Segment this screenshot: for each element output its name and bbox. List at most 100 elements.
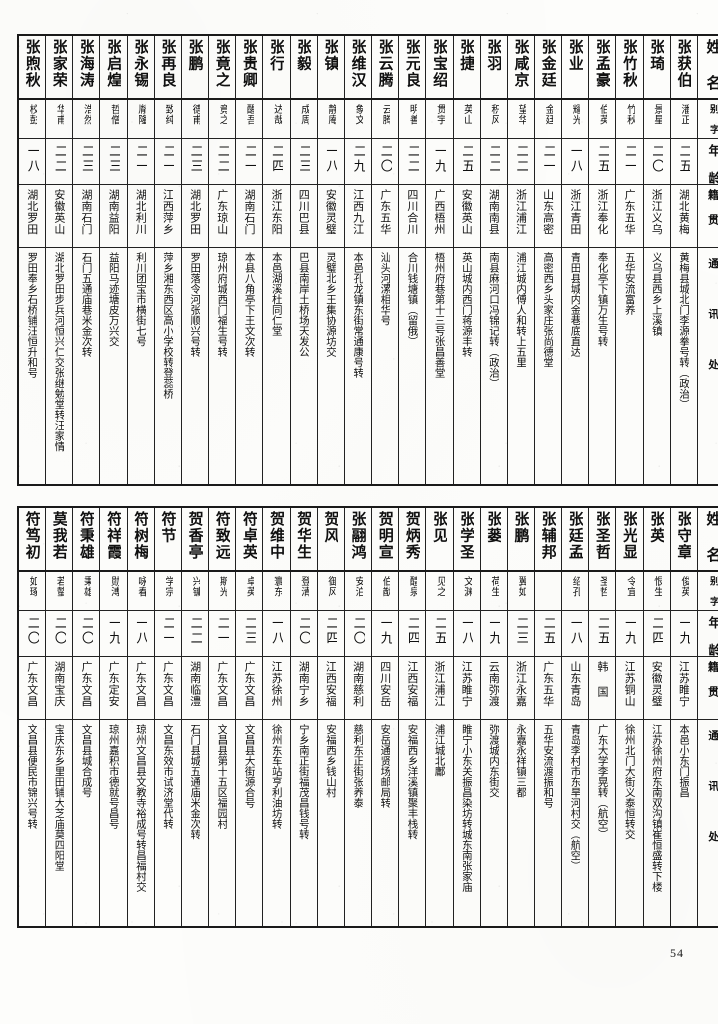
alias-text: 明善 <box>407 104 418 125</box>
origin-text: 广东五华 <box>379 189 391 236</box>
header-cell-address: 通 讯 处 <box>696 719 718 928</box>
cell-name: 张煦秋 <box>17 34 47 100</box>
address-text: 本邑孔龙镇东街常通康号转 <box>352 252 364 379</box>
cell-age: 二三 <box>506 609 535 658</box>
cell-age: 二四 <box>398 609 427 658</box>
origin-text: 安徽英山 <box>460 189 473 236</box>
cell-name: 张鹏 <box>506 506 535 572</box>
cell-name: 张行 <box>262 34 291 100</box>
cell-origin: 广东文昌 <box>208 656 237 721</box>
cell-address: 徐州东车站亨利油坊转 <box>262 719 291 928</box>
age-text: 二一 <box>134 144 148 174</box>
cell-alias: 静庵 <box>316 98 345 139</box>
row-name: 符笃初 莫我若 符秉雄 符祥霞 符树梅 符节 贺香亭 符致远 符卓英 贺维中 贺华生 贺风 张翮鸿 贺明宣… <box>17 506 718 572</box>
age-text: 二〇 <box>25 616 39 646</box>
cell-name: 张获伯 <box>669 34 698 100</box>
age-text: 二二 <box>405 144 419 174</box>
cell-name: 张毅 <box>289 34 318 100</box>
cell-name: 贺炳秀 <box>398 506 427 572</box>
cell-age: 一八 <box>561 609 590 658</box>
address-text: 文昌县大街源合号 <box>244 724 255 809</box>
name-text: 张光显 <box>621 511 638 561</box>
cell-origin: 广东五华 <box>371 184 400 249</box>
origin-text: 湖北罗田 <box>189 189 201 236</box>
name-text: 张竹秋 <box>621 39 638 89</box>
address-text: 利川团宝市横街七号 <box>135 252 146 347</box>
origin-text: 江苏睢宁 <box>678 661 690 708</box>
name-text: 张捷 <box>458 39 475 72</box>
name-text: 张镇 <box>323 39 339 72</box>
origin-text: 广东文昌 <box>80 661 92 708</box>
cell-name: 张金廷 <box>533 34 563 100</box>
name-text: 张守章 <box>676 511 692 561</box>
name-text: 张羽 <box>486 39 502 72</box>
cell-address: 湖北罗田步兵河恒兴仁交张继勉堂转汪家情 <box>45 247 74 486</box>
alias-text: 伯英 <box>597 104 608 125</box>
address-text: 灵璧北乡王集协源坊交 <box>325 252 337 358</box>
cell-address: 五华安流富养 <box>615 247 644 486</box>
alias-text: 勋溥 <box>108 576 119 597</box>
address-text: 浦江城内傅人和转上五里 <box>515 252 527 368</box>
cell-origin: 江苏铜山 <box>615 656 644 721</box>
cell-name: 张蒌 <box>479 506 508 572</box>
alias-text: 斯光 <box>217 576 228 597</box>
cell-address: 罗田落令河张顺兴号转 <box>180 247 210 486</box>
cell-origin: 湖南石门 <box>72 184 101 249</box>
age-text: 二五 <box>541 616 555 646</box>
age-text: 二一 <box>161 144 175 174</box>
origin-text: 湖北利川 <box>135 189 147 236</box>
address-text: 罗田奉乡石桥铺汪恒升和号 <box>26 252 38 379</box>
cell-age: 二〇 <box>642 137 671 186</box>
cell-origin: 广东文昌 <box>153 656 182 721</box>
cell-alias: 学宗 <box>153 570 182 611</box>
origin-text: 广东文昌 <box>162 661 174 708</box>
name-text: 张学圣 <box>458 511 475 561</box>
cell-age: 一八 <box>262 609 291 658</box>
name-text: 贺明宣 <box>377 511 393 561</box>
name-text: 张竟之 <box>214 39 230 89</box>
origin-text: 四川安岳 <box>379 661 391 708</box>
cell-origin: 湖南临澧 <box>180 656 210 721</box>
cell-address: 高密西乡头家庄张尚德堂 <box>533 247 563 486</box>
alias-text: 翼如 <box>515 576 526 597</box>
cell-age: 一八 <box>561 137 590 186</box>
cell-address: 广东大学李晃转（航空） <box>588 719 617 928</box>
cell-age: 一九 <box>425 137 454 186</box>
cell-age: 二五 <box>425 609 454 658</box>
cell-age: 二五 <box>533 609 563 658</box>
cell-alias: 文渊 <box>452 570 481 611</box>
cell-age: 二五 <box>669 137 698 186</box>
cell-address: 益阳马迹塘皮万兴交 <box>99 247 128 486</box>
name-text: 张维汉 <box>350 39 366 89</box>
alias-text: 卓英 <box>244 576 255 597</box>
header-label-name: 姓 名 <box>705 39 718 92</box>
cell-origin: 广东五华 <box>533 656 563 721</box>
cell-alias: 金廷 <box>533 98 563 139</box>
header-cell-origin: 籍 贯 <box>696 656 718 721</box>
address-text: 琼州府城西门福生号转 <box>216 252 228 358</box>
age-text: 二九 <box>351 144 365 174</box>
address-text: 本邑湖溪杜同仁堂 <box>271 252 282 337</box>
header-label-alias: 别 字 <box>708 576 718 607</box>
cell-origin: 湖北利川 <box>126 184 155 249</box>
alias-text: 浩然 <box>81 104 92 125</box>
origin-text: 广东文昌 <box>135 661 147 708</box>
name-text: 张鹏 <box>187 39 203 72</box>
age-text: 二四 <box>650 616 664 646</box>
row-alias: 如琢 若螫 秉雄 勋溥 咏春 学宗 兴镛 斯光 卓英 寰东 登清 御风 安泊 伯猷 醴泉 见之 文渊 荷生 翼如 绍孔… <box>17 570 718 611</box>
age-text: 二二 <box>514 144 528 174</box>
cell-age: 一九 <box>479 609 508 658</box>
cell-origin: 湖北罗田 <box>180 184 210 249</box>
name-text: 张业 <box>567 39 583 72</box>
address-text: 五华安流渡振和号 <box>542 724 554 809</box>
cell-origin: 安徽灵璧 <box>642 656 671 721</box>
cell-age: 二五 <box>452 137 481 186</box>
cell-alias: 耀光 <box>561 98 590 139</box>
cell-age: 二二 <box>506 137 535 186</box>
alias-text: 秉雄 <box>81 576 92 597</box>
cell-origin: 湖北黄梅 <box>669 184 698 249</box>
cell-alias: 华甫 <box>45 98 74 139</box>
cell-alias: 令宜 <box>615 570 644 611</box>
header-label-origin: 籍 贯 <box>707 661 718 698</box>
origin-text: 广东文昌 <box>26 661 38 708</box>
